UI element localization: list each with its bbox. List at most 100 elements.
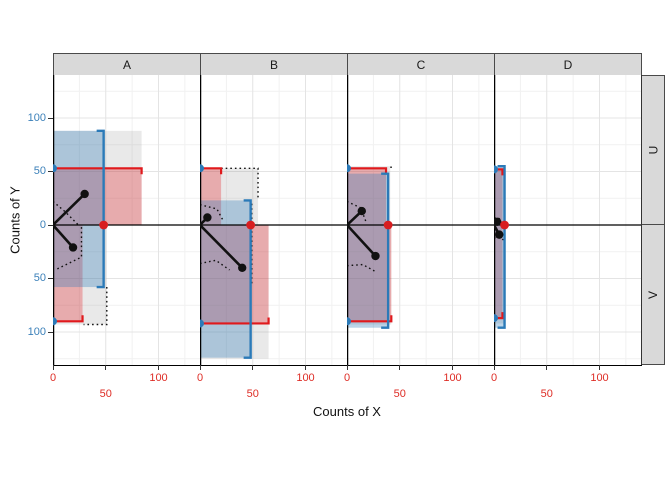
dotted-outline [200, 203, 224, 222]
strip-label-u: U [645, 145, 660, 155]
panel-background [200, 75, 347, 365]
spoke-dot [371, 251, 380, 261]
blue-bracket [497, 164, 506, 329]
red-bracket-top [53, 167, 143, 175]
x-axis-title: Counts of X [313, 404, 381, 419]
spoke-dot [68, 243, 78, 252]
strip-label-d: D [563, 57, 573, 72]
spoke-line [53, 193, 86, 226]
red-bracket-bottom [200, 317, 270, 325]
gray-range-lower [200, 225, 269, 359]
blue-axis-marker-bottom [347, 317, 351, 326]
spoke-dot [80, 189, 89, 199]
x-tick-label: 0 [343, 372, 351, 384]
x-tick-label: 50 [540, 388, 553, 400]
y-tick-label-50-bot: 50 [33, 272, 46, 284]
x-tick-label: 50 [99, 388, 112, 400]
spoke-dot [495, 230, 504, 239]
x-tick-mark [493, 365, 495, 370]
dotted-outline [221, 167, 259, 201]
blue-bracket [381, 172, 390, 329]
x-tick-mark [52, 365, 54, 370]
red-range-lower [494, 225, 503, 319]
facet-panel-d [494, 75, 641, 365]
red-bracket-bottom [53, 315, 84, 323]
blue-axis-marker-bottom [200, 319, 204, 328]
panel-background [347, 75, 494, 365]
x-tick-label: 50 [393, 388, 406, 400]
dotted-outline [54, 227, 83, 271]
y-tick-mark [48, 171, 53, 172]
blue-bracket [243, 199, 252, 359]
spoke-line [53, 224, 75, 249]
x-tick-mark [399, 365, 401, 370]
panel-right-border [641, 75, 642, 365]
x-tick-label: 0 [196, 372, 204, 384]
red-bracket-top [347, 167, 388, 175]
strip-label-b: B [269, 57, 278, 72]
y-tick-label-0: 0 [39, 219, 46, 231]
red-zero-dot [500, 220, 509, 230]
x-tick-mark [546, 365, 548, 370]
facet-panel-c [347, 75, 494, 365]
panel-background [53, 75, 200, 365]
blue-bracket [96, 129, 105, 289]
red-range-upper [53, 168, 142, 225]
x-tick-label: 100 [590, 372, 609, 384]
spoke-dot [238, 263, 247, 272]
panel-background [494, 75, 641, 365]
x-tick-mark [105, 365, 107, 370]
x-tick-label: 100 [443, 372, 462, 384]
gray-range-upper [347, 166, 391, 225]
strip-column-c: C [347, 53, 495, 76]
x-tick-label: 100 [149, 372, 168, 384]
y-tick-label-100-bot: 100 [27, 326, 46, 338]
red-range-lower [200, 225, 269, 324]
x-tick-mark [305, 365, 306, 370]
strip-column-b: B [200, 53, 348, 76]
y-tick-label-50-top: 50 [33, 165, 46, 177]
gray-range-lower [347, 225, 392, 325]
x-tick-label: 0 [49, 372, 57, 384]
red-range-upper [347, 168, 387, 225]
facet-panel-a [53, 75, 200, 365]
strip-column-a: A [53, 53, 201, 76]
red-zero-dot [383, 220, 393, 230]
x-tick-label: 50 [246, 388, 259, 400]
strip-row-u: U [641, 75, 665, 225]
gray-range-lower [53, 225, 107, 325]
spoke-dot [494, 217, 502, 226]
strip-label-c: C [416, 57, 426, 72]
blue-axis-marker-top [200, 164, 204, 173]
red-zero-dot [246, 220, 256, 230]
x-tick-mark [252, 365, 254, 370]
red-range-upper [200, 168, 222, 225]
dotted-outline [347, 263, 375, 272]
blue-axis-marker-bottom [494, 314, 498, 323]
dotted-outline [53, 200, 79, 226]
y-tick-label-100-top: 100 [27, 112, 46, 124]
y-tick-mark [48, 225, 53, 226]
x-tick-mark [158, 365, 159, 370]
x-tick-mark [199, 365, 201, 370]
red-zero-dot [99, 220, 109, 230]
dotted-outline [200, 259, 230, 271]
dotted-outline [83, 287, 108, 326]
red-bracket-bottom [347, 315, 393, 323]
blue-axis-marker-top [347, 164, 351, 173]
blue-range [200, 200, 251, 358]
spoke-dot [203, 213, 212, 222]
gray-range-lower [494, 225, 506, 324]
facet-panel-b [200, 75, 347, 365]
blue-range [494, 166, 505, 328]
blue-range [347, 173, 389, 328]
red-range-upper [494, 169, 503, 225]
x-tick-mark [599, 365, 600, 370]
strip-column-d: D [494, 53, 642, 76]
y-tick-mark [48, 278, 53, 279]
y-tick-mark [48, 332, 53, 333]
x-tick-label: 100 [296, 372, 315, 384]
x-axis-line [53, 365, 642, 366]
blue-range [53, 130, 104, 288]
